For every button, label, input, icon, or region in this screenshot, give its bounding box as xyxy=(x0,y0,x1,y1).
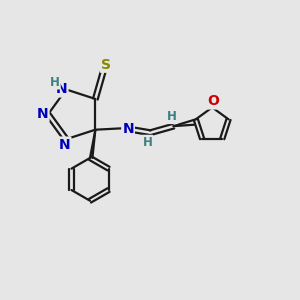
Text: H: H xyxy=(142,136,152,149)
Text: N: N xyxy=(122,122,134,136)
Text: S: S xyxy=(101,58,111,72)
Text: N: N xyxy=(37,107,49,121)
Text: H: H xyxy=(50,76,60,88)
Text: N: N xyxy=(59,138,70,152)
Text: N: N xyxy=(56,82,68,97)
Text: H: H xyxy=(167,110,177,123)
Text: O: O xyxy=(207,94,219,109)
